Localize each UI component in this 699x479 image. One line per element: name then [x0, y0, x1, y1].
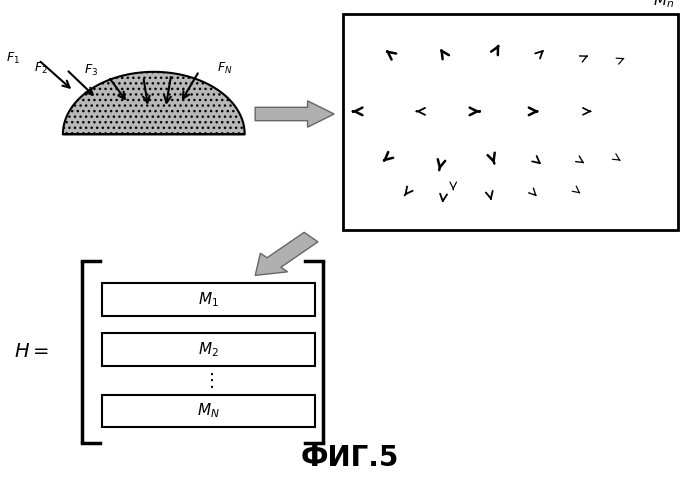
Text: $H=$: $H=$ — [14, 343, 49, 361]
Text: $M_2$: $M_2$ — [198, 340, 219, 359]
Polygon shape — [255, 232, 318, 275]
Bar — [343, 14, 678, 230]
Polygon shape — [255, 101, 334, 127]
Text: $F_2$: $F_2$ — [34, 60, 48, 76]
Text: $F_1$: $F_1$ — [6, 51, 20, 66]
Polygon shape — [63, 72, 245, 134]
Text: ФИГ.5: ФИГ.5 — [301, 444, 398, 472]
Bar — [102, 333, 315, 366]
Text: $F_3$: $F_3$ — [84, 63, 98, 79]
Bar — [102, 283, 315, 316]
Text: $M_1$: $M_1$ — [198, 290, 219, 309]
Bar — [102, 395, 315, 427]
Bar — [70, 259, 336, 445]
Text: $M_n$: $M_n$ — [654, 0, 675, 10]
Text: $M_N$: $M_N$ — [197, 401, 219, 421]
Text: $F_N$: $F_N$ — [217, 60, 232, 76]
Text: $\vdots$: $\vdots$ — [203, 371, 214, 390]
